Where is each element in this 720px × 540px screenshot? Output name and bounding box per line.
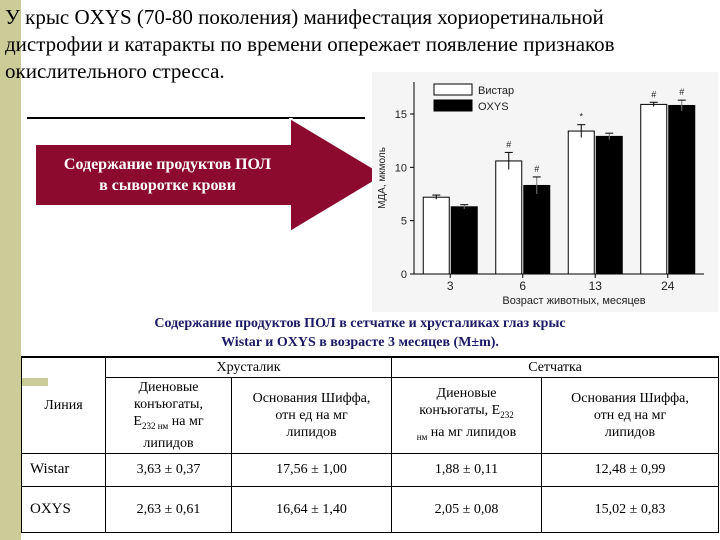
column-header-line: отн ед на мг — [593, 407, 667, 423]
row-name: OXYS — [21, 485, 106, 533]
column-header-line: конъюгаты, E — [419, 403, 501, 419]
arrow-label-line: Содержание продуктов ПОЛ — [63, 156, 272, 173]
significance-marker: # — [534, 164, 539, 174]
line-header-cell: Линия — [21, 355, 106, 454]
x-axis-label: Возраст животных, месяцев — [502, 295, 645, 307]
group-header-retina: Сетчатка — [391, 356, 720, 378]
column-header-sub: 232 — [500, 409, 514, 420]
table-cell: 1,88 ± 0,11 — [391, 452, 543, 487]
column-header-sub: нм — [416, 431, 428, 442]
row-name: Wistar — [21, 452, 106, 487]
column-header-line: на мг липидов — [427, 424, 517, 440]
y-tick-label: 15 — [395, 109, 407, 121]
legend-swatch — [433, 99, 473, 112]
x-tick-label: 6 — [519, 279, 526, 293]
arrow-shape — [35, 118, 385, 232]
column-header-line: отн ед на мг — [275, 407, 348, 423]
column-header-line: Основания Шиффа, — [571, 390, 689, 406]
x-tick-label: 13 — [589, 279, 603, 293]
table-cell: 2,63 ± 0,61 — [105, 485, 232, 533]
table-caption-line: Wistar и OXYS в возрасте 3 месяцев (M±m)… — [221, 335, 499, 350]
bar — [595, 135, 623, 275]
column-header-sub: 232 нм — [141, 420, 169, 431]
table-cell: 3,63 ± 0,37 — [105, 452, 232, 487]
bar — [422, 196, 450, 275]
table-caption-line: Содержание продуктов ПОЛ в сетчатке и хр… — [154, 316, 566, 331]
significance-marker: # — [506, 139, 511, 149]
table-group-header-row: Линия Хрусталик Сетчатка — [21, 355, 720, 454]
table-caption: Содержание продуктов ПОЛ в сетчатке и хр… — [0, 314, 720, 352]
left-decor-band — [0, 0, 21, 540]
table-column-header-row: Диеновые конъюгаты, E232 нм на мг липидо… — [22, 377, 720, 454]
table-cell: 16,64 ± 1,40 — [230, 485, 393, 533]
column-header: Диеновые конъюгаты, E232 нм на мг липидо… — [105, 377, 232, 454]
table-row: Wistar 3,63 ± 0,37 17,56 ± 1,00 1,88 ± 0… — [21, 452, 720, 487]
y-tick-label: 10 — [395, 162, 407, 174]
column-header: Основания Шиффа, отн ед на мг липидов — [230, 377, 393, 454]
bar — [567, 130, 595, 275]
table-cell: 17,56 ± 1,00 — [230, 452, 393, 487]
legend-swatch — [433, 83, 473, 96]
column-header-line: конъюгаты, — [134, 397, 203, 412]
column-header-line: Диеновые — [436, 386, 497, 402]
significance-marker: # — [679, 87, 684, 97]
y-tick-label: 5 — [401, 216, 407, 228]
y-tick-label: 0 — [401, 269, 407, 281]
table-row: OXYS 2,63 ± 0,61 16,64 ± 1,40 2,05 ± 0,0… — [21, 485, 720, 533]
bar — [450, 206, 478, 275]
data-table: Линия Хрусталик Сетчатка Диеновые конъюг… — [21, 355, 720, 533]
slide-title-line: окислительного стресса. — [5, 59, 225, 83]
slide-title-line: дистрофии и катаракты по времени опережа… — [5, 32, 615, 56]
table-cell: 2,05 ± 0,08 — [391, 485, 543, 533]
line-header: Линия — [44, 397, 83, 413]
column-header-line: E — [133, 414, 142, 429]
title-underline — [27, 117, 365, 119]
table-cell: 12,48 ± 0,99 — [541, 452, 720, 487]
column-header-line: липидов — [604, 424, 656, 440]
serum-chart: 0 5 10 15 МДА, мкмоль 3 6 # #13 * 24 # # Возраст живо… — [372, 72, 718, 312]
x-tick-label: 3 — [447, 279, 454, 293]
slide-title-line: У крыс OXYS (70-80 поколения) манифестац… — [5, 5, 604, 29]
legend-label: Вистар — [478, 85, 514, 97]
bar — [523, 184, 551, 275]
x-tick-label: 24 — [661, 279, 675, 293]
column-header-line: Диеновые — [138, 380, 199, 395]
bar — [668, 104, 696, 275]
y-axis-label: МДА, мкмоль — [377, 147, 388, 209]
group-header-lens: Хрусталик — [104, 356, 393, 378]
slide-title: У крыс OXYS (70-80 поколения) манифестац… — [5, 4, 717, 85]
table-cell: 15,02 ± 0,83 — [541, 485, 720, 533]
arrow-label-line: в сыворотке крови — [99, 177, 236, 194]
significance-marker: # — [651, 89, 656, 99]
significance-marker: * — [579, 112, 583, 122]
column-header: Диеновые конъюгаты, E232 нм на мг липидо… — [391, 377, 543, 454]
bar — [495, 160, 523, 275]
column-header-line: липидов — [143, 435, 194, 451]
column-header: Основания Шиффа, отн ед на мг липидов — [541, 377, 720, 454]
column-header-line: липидов — [286, 424, 337, 440]
chart-svg: 0 5 10 15 МДА, мкмоль 3 6 # #13 * 24 # # Возраст живо… — [377, 82, 704, 307]
bar — [640, 103, 668, 275]
arrow-label: Содержание продуктов ПОЛ в сыворотке кро… — [50, 154, 285, 196]
column-header-line: на мг — [168, 414, 204, 429]
column-header-line: Основания Шиффа, — [252, 390, 371, 406]
legend-label: OXYS — [478, 101, 509, 113]
